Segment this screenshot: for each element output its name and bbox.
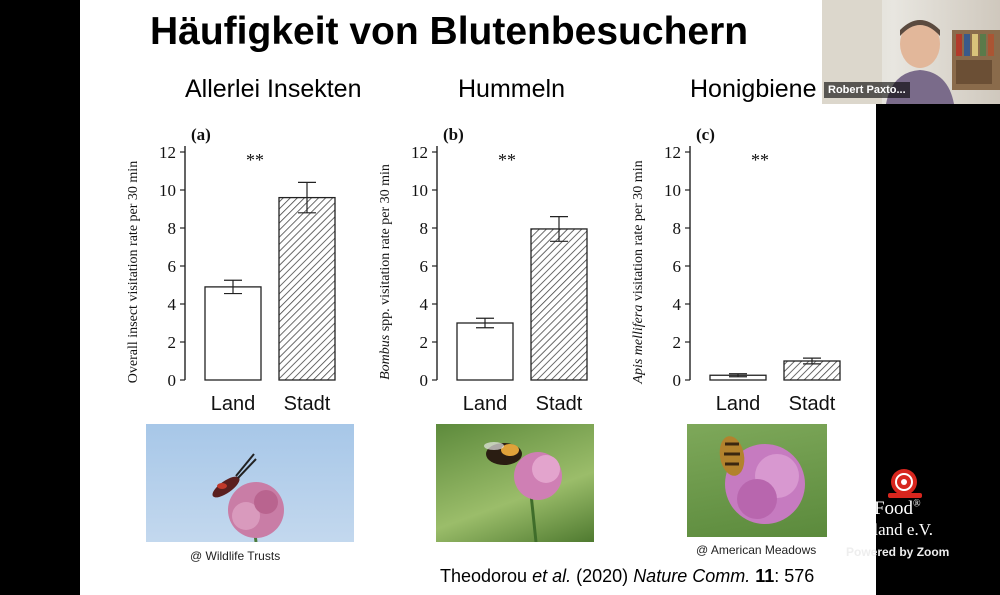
significance-marker: **: [246, 150, 264, 170]
panel-label: (b): [443, 125, 464, 144]
citation-volume: 11: [755, 566, 775, 586]
logo-text-line2: tschland e.V.: [846, 520, 934, 539]
y-tick-label: 0: [420, 371, 429, 390]
citation-etal: et al.: [532, 566, 572, 586]
significance-marker: **: [498, 150, 516, 170]
x-category-label: Land: [463, 393, 508, 415]
chart-svg: 0 2 4 6 8 10 12 Overall insect visitation rate …: [126, 125, 336, 415]
snail-icon: [888, 469, 922, 498]
y-tick-label: 8: [420, 219, 429, 238]
y-tick-label: 10: [159, 181, 176, 200]
y-tick-label: 6: [168, 257, 177, 276]
y-tick-label: 2: [168, 333, 177, 352]
significance-marker: **: [751, 150, 769, 170]
y-axis-label-italic: Bombus: [378, 334, 393, 380]
y-tick-label: 12: [664, 143, 681, 162]
logo-registered-mark: ®: [913, 498, 921, 510]
zoom-watermark: Powered by Zoom: [846, 545, 950, 559]
y-tick-label: 0: [168, 371, 177, 390]
y-tick-label: 10: [411, 181, 428, 200]
subtitle-insects: Allerlei Insekten: [185, 75, 362, 103]
y-tick-label: 10: [664, 181, 681, 200]
moth-on-clover-photo: [146, 424, 354, 542]
subtitle-honeybee: Honigbiene: [690, 75, 817, 103]
y-axis-label: Apis mellifera visitation rate per 30 mi…: [631, 160, 646, 384]
x-category-label: Stadt: [284, 393, 331, 415]
honeybee-on-clover-photo: [687, 424, 827, 537]
slide-title: Häufigkeit von Blutenbesuchern: [150, 10, 749, 53]
slow-food-logo: ow Food® tschland e.V.: [846, 466, 996, 556]
participant-name-label: Robert Paxto...: [824, 82, 910, 98]
y-tick-label: 6: [673, 257, 682, 276]
photo-caption-american-meadows: @ American Meadows: [696, 543, 817, 557]
citation: Theodorou et al. (2020) Nature Comm. 11:…: [440, 566, 814, 587]
citation-journal: Nature Comm.: [633, 566, 751, 586]
y-axis-label-rest: spp. visitation rate per 30 min: [378, 164, 393, 335]
panel-label: (c): [696, 125, 715, 144]
bar-land: [456, 322, 514, 381]
y-tick-label: 4: [168, 295, 177, 314]
x-category-label: Stadt: [789, 393, 836, 415]
y-axis-label: Bombus spp. visitation rate per 30 min: [378, 164, 393, 380]
bumblebee-on-clover-photo: [436, 424, 594, 542]
y-tick-label: 4: [420, 295, 429, 314]
bar-chart-apis: 0 2 4 6 8 10 12 Apis mellifera visitation rate …: [620, 118, 860, 418]
y-tick-label: 0: [673, 371, 682, 390]
citation-authors: Theodorou: [440, 566, 528, 586]
y-tick-label: 8: [168, 219, 177, 238]
subtitle-bumblebees: Hummeln: [458, 75, 565, 103]
bar-land: [204, 286, 262, 381]
citation-year: (2020): [576, 566, 629, 586]
bar-stadt: [278, 196, 336, 381]
presentation-slide: Häufigkeit von Blutenbesuchern Allerlei …: [80, 0, 876, 595]
y-axis-label-italic: Apis mellifera: [631, 305, 646, 385]
panel-label: (a): [191, 125, 211, 144]
x-category-label: Land: [716, 393, 761, 415]
y-tick-label: 12: [159, 143, 176, 162]
photo-caption-wildlife-trusts: @ Wildlife Trusts: [190, 549, 281, 563]
y-tick-label: 12: [411, 143, 428, 162]
y-tick-label: 6: [420, 257, 429, 276]
y-axis-label: Overall insect visitation rate per 30 mi…: [126, 161, 141, 383]
bar-stadt: [530, 228, 588, 381]
y-tick-label: 4: [673, 295, 682, 314]
citation-pages: : 576: [774, 566, 815, 586]
x-category-label: Land: [211, 393, 256, 415]
participant-video-tile[interactable]: Robert Paxto...: [822, 0, 1000, 104]
x-category-label: Stadt: [536, 393, 583, 415]
chart-svg: 0 2 4 6 8 10 12 Bombus spp. visitation rate per…: [378, 125, 588, 415]
y-tick-label: 2: [420, 333, 429, 352]
y-axis-label-rest: visitation rate per 30 min: [631, 160, 646, 304]
y-tick-label: 8: [673, 219, 682, 238]
bar-chart-insects: 0 2 4 6 8 10 12 Overall insect visitation rate …: [115, 118, 355, 418]
y-tick-label: 2: [673, 333, 682, 352]
chart-svg: 0 2 4 6 8 10 12 Apis mellifera visitation rate …: [631, 125, 841, 415]
logo-text-line1: ow Food: [846, 498, 914, 519]
bar-chart-bombus: 0 2 4 6 8 10 12 Bombus spp. visitation rate per…: [367, 118, 607, 418]
